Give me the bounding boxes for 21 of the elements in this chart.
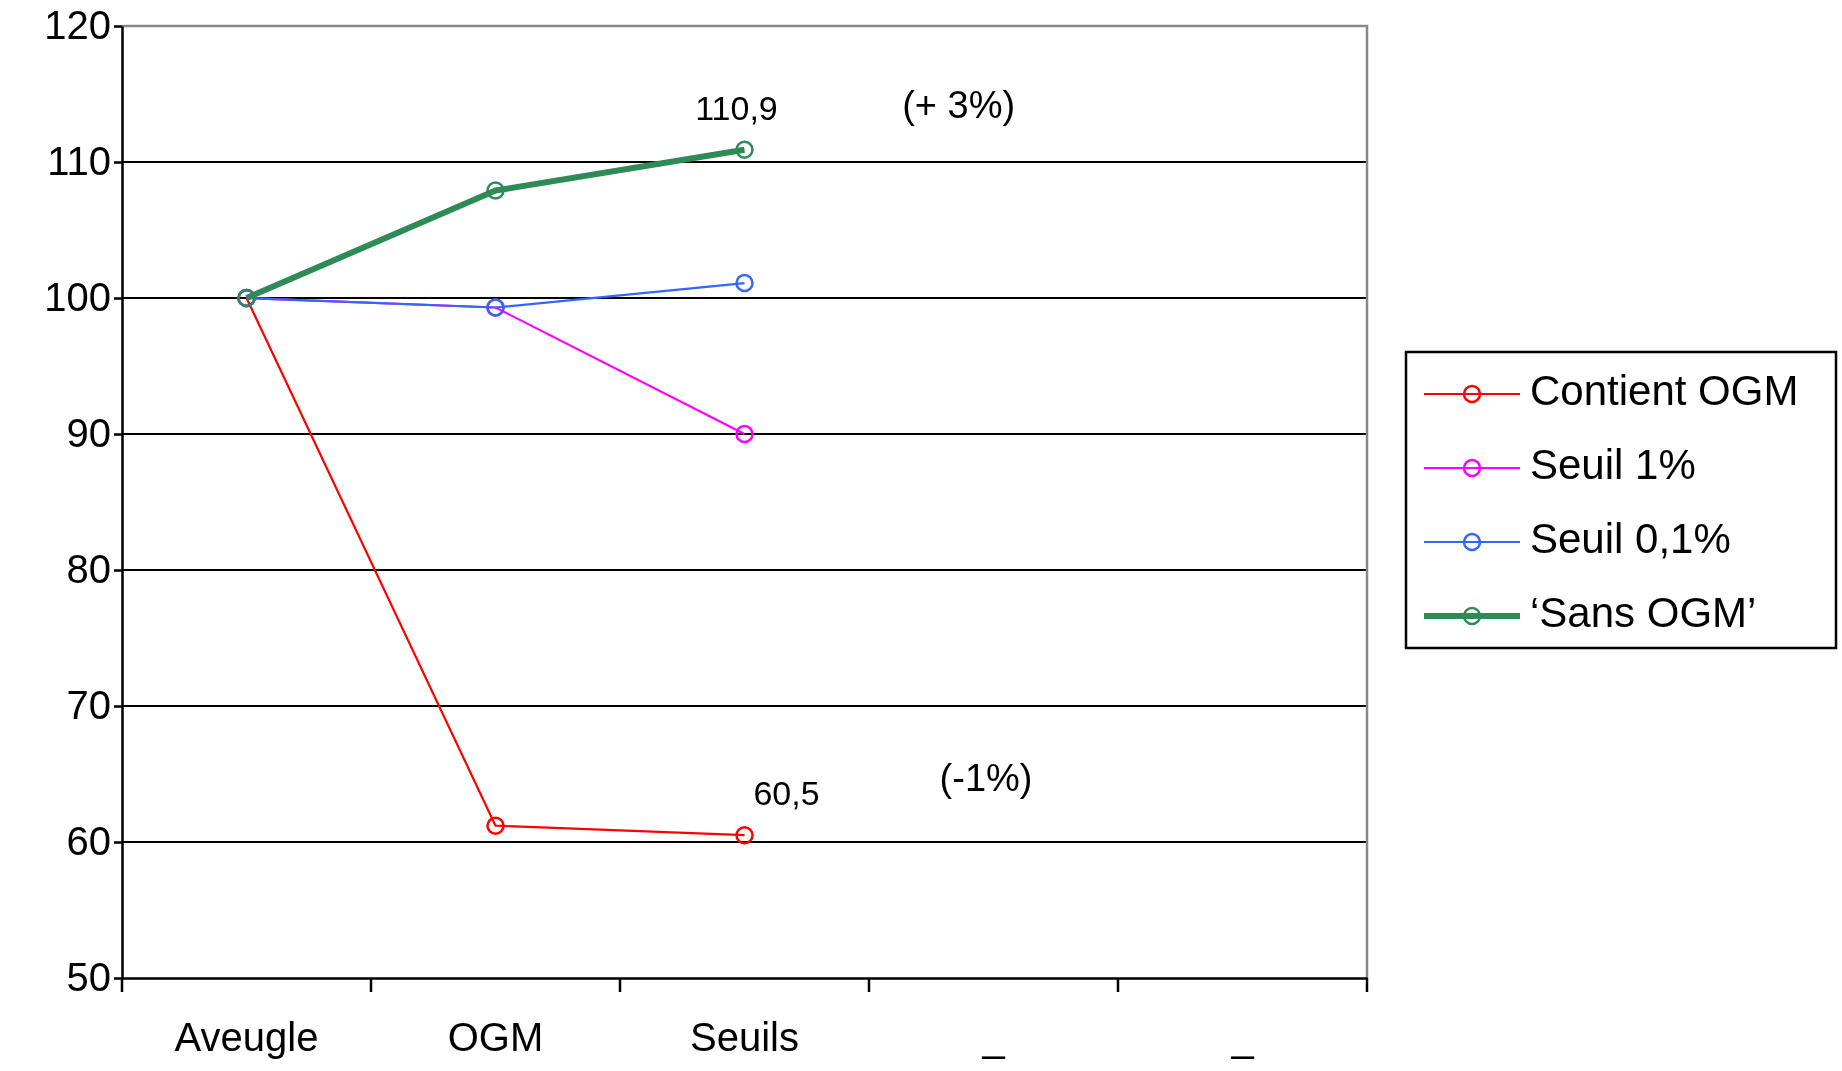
y-tick-label: 60 xyxy=(66,819,111,864)
x-tick-label: _ xyxy=(1230,1015,1255,1059)
data-label: 60,5 xyxy=(753,774,820,813)
y-tick-label: 120 xyxy=(44,3,111,48)
legend-label: Seuil 0,1% xyxy=(1530,515,1731,563)
annotation: (+ 3%) xyxy=(902,83,1016,126)
x-tick-label: Aveugle xyxy=(174,1015,319,1059)
legend-label: ‘Sans OGM’ xyxy=(1530,589,1757,637)
legend-label: Seuil 1% xyxy=(1530,441,1696,489)
x-tick-label: Seuils xyxy=(690,1015,799,1059)
data-label: 110,9 xyxy=(695,88,778,127)
y-tick-label: 110 xyxy=(47,139,111,184)
y-tick-label: 90 xyxy=(66,411,111,456)
legend-label: Contient OGM xyxy=(1530,367,1799,415)
x-tick-label: _ xyxy=(981,1015,1006,1059)
x-tick-label: OGM xyxy=(447,1015,544,1059)
annotation: (-1%) xyxy=(939,756,1033,799)
y-tick-label: 70 xyxy=(66,683,111,728)
y-tick-label: 80 xyxy=(66,547,111,592)
y-tick-label: 100 xyxy=(44,275,111,320)
y-tick-label: 50 xyxy=(66,955,111,1000)
